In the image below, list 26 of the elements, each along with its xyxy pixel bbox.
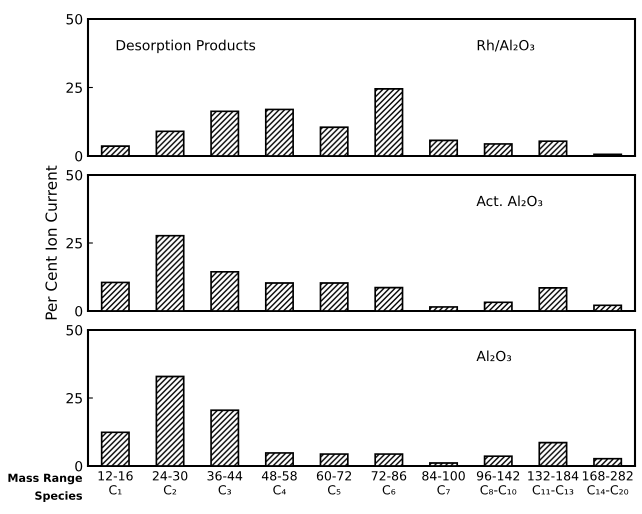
x-tick-label: 96-142 C₈-C₁₀ bbox=[476, 471, 520, 495]
y-tick-label: 25 bbox=[66, 238, 82, 248]
annotation: Al₂O₃ bbox=[476, 350, 512, 362]
y-tick-label: 50 bbox=[66, 324, 82, 336]
x-tick-label: 48-58 C₄ bbox=[262, 471, 297, 495]
text: Species bbox=[35, 491, 82, 502]
x-tick-label: 72-86 C₆ bbox=[372, 471, 406, 495]
text: Mass Range bbox=[8, 474, 82, 484]
x-tick-label: 84-100 C₇ bbox=[422, 471, 465, 495]
x-tick-label: 132-184 C₁₁-C₁₃ bbox=[528, 471, 578, 495]
y-tick-label: 50 bbox=[66, 14, 82, 24]
annotation: Desorption Products bbox=[116, 40, 256, 54]
x-tick-label: 24-30 C₂ bbox=[152, 471, 188, 495]
x-tick-label: 36-44 C₃ bbox=[208, 471, 242, 495]
y-tick-label: 0 bbox=[75, 306, 82, 316]
x-tick-label: 168-282 C₁₄-C₂₀ bbox=[582, 471, 633, 495]
y-tick-label: 25 bbox=[66, 82, 82, 93]
annotation: Act. Al₂O₃ bbox=[476, 195, 542, 206]
y-tick-label: 0 bbox=[75, 460, 82, 472]
x-tick-label: 60-72 C₅ bbox=[316, 471, 352, 495]
y-tick-label: 50 bbox=[66, 170, 82, 180]
y-axis-title: Per Cent Ion Current bbox=[45, 166, 57, 320]
annotation: Rh/Al₂O₃ bbox=[478, 40, 534, 52]
x-tick-label: 12-16 C₁ bbox=[98, 471, 133, 495]
y-tick-label: 25 bbox=[66, 392, 82, 404]
y-tick-label: 0 bbox=[75, 150, 82, 162]
